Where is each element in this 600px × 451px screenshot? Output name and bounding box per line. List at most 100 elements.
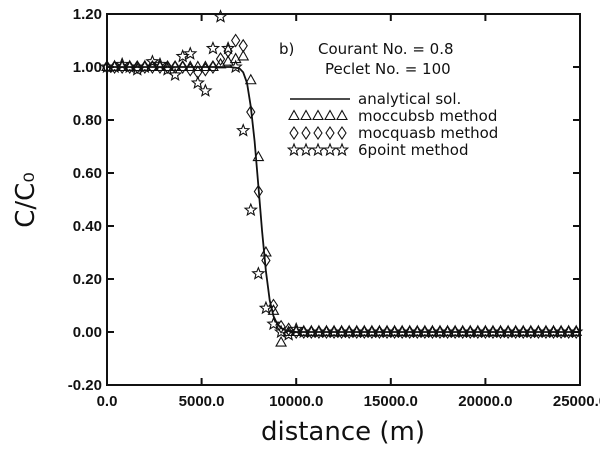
star-point: [160, 62, 175, 76]
star-point: [243, 202, 258, 217]
legend-diamond-swatch: [325, 126, 335, 140]
series-triangle: [101, 49, 583, 347]
legend-label: 6point method: [358, 141, 469, 159]
diamond-point: [276, 319, 286, 334]
y-tick-label: -0.20: [68, 377, 102, 394]
analytical-line: [107, 66, 580, 333]
diamond-point: [200, 62, 211, 77]
star-point: [190, 75, 205, 89]
legend-diamond-swatch: [337, 126, 347, 140]
y-tick-label: 0.00: [73, 324, 102, 341]
legend-diamond-swatch: [289, 126, 299, 140]
x-axis-title: distance (m): [261, 417, 425, 447]
series-line: [107, 66, 580, 333]
triangle-point: [244, 73, 257, 85]
legend-diamond-swatch: [313, 126, 323, 140]
x-tick-label: 15000.0: [364, 393, 418, 410]
y-axis-title: C/C₀: [11, 172, 41, 228]
courant-number-text: Courant No. = 0.8: [318, 40, 454, 58]
star-point: [145, 54, 160, 68]
star-point: [266, 316, 281, 331]
peclet-number-text: Peclet No. = 100: [325, 60, 451, 78]
triangle-point: [176, 60, 189, 72]
legend-label: analytical sol.: [358, 90, 461, 108]
legend-diamond-swatch: [301, 126, 311, 140]
triangle-point: [267, 304, 280, 315]
x-tick-label: 20000.0: [458, 393, 512, 410]
y-tick-label: 1.20: [73, 6, 102, 23]
diamond-point: [208, 60, 218, 74]
star-point: [152, 56, 168, 71]
diamond-point: [170, 60, 180, 74]
y-tick-label: 0.20: [73, 271, 102, 288]
diamond-point: [268, 298, 279, 313]
diamond-point: [162, 60, 173, 74]
triangle-point: [161, 60, 174, 72]
series-star: [99, 9, 584, 341]
star-point: [273, 324, 289, 339]
triangle-point: [169, 60, 182, 72]
legend-label: mocquasb method: [358, 124, 498, 142]
star-point: [183, 46, 198, 60]
triangle-point: [199, 60, 212, 72]
legend-triangle-swatch: [324, 109, 336, 121]
legend-star-swatch: [334, 142, 350, 157]
triangle-point: [237, 49, 250, 61]
series-diamond: [102, 33, 581, 339]
legend-star-swatch: [310, 142, 326, 157]
legend-triangle-swatch: [312, 109, 324, 121]
triangle-point: [222, 55, 235, 66]
y-tick-label: 1.00: [73, 59, 102, 76]
star-point: [205, 40, 221, 55]
x-tick-label: 25000.0: [553, 393, 600, 410]
star-point: [198, 83, 213, 97]
diamond-point: [230, 33, 241, 48]
triangle-point: [214, 57, 227, 69]
axis-ticks: -0.20 0.00 0.20 0.40 0.60 0.80 1.00 1.20 0.0 5000…: [68, 6, 600, 410]
diamond-point: [215, 52, 226, 67]
y-tick-label: 0.40: [73, 218, 102, 235]
triangle-point: [138, 60, 151, 72]
legend-star-swatch: [322, 142, 338, 157]
star-point: [220, 40, 236, 55]
star-point: [251, 266, 266, 280]
star-point: [122, 59, 137, 74]
star-point: [228, 59, 243, 74]
series-layer: [99, 9, 584, 347]
legend-triangle-swatch: [300, 109, 312, 121]
y-tick-label: 0.80: [73, 112, 102, 129]
legend-label: moccubsb method: [358, 107, 497, 125]
star-point: [114, 56, 130, 71]
diamond-point: [178, 60, 188, 74]
diamond-point: [185, 62, 195, 77]
plot-frame: [106, 13, 581, 386]
legend-triangle-swatch: [288, 109, 300, 121]
star-point: [289, 321, 304, 336]
triangle-point: [123, 60, 136, 72]
panel-label: b): [279, 40, 294, 58]
legend-star-swatch: [286, 142, 302, 157]
triangle-point: [191, 60, 204, 72]
diamond-point: [253, 184, 264, 199]
triangle-point: [184, 60, 197, 72]
legend-triangle-swatch: [336, 109, 348, 121]
star-point: [258, 300, 274, 315]
legend-star-swatch: [298, 142, 314, 157]
triangle-point: [252, 150, 265, 162]
star-point: [213, 9, 228, 23]
triangle-point: [207, 60, 219, 72]
diamond-point: [246, 105, 256, 120]
x-tick-label: 0.0: [97, 393, 118, 410]
star-point: [569, 324, 584, 339]
star-point: [167, 67, 183, 82]
y-tick-label: 0.60: [73, 165, 102, 182]
triangle-point: [275, 335, 287, 347]
x-tick-label: 5000.0: [179, 393, 225, 410]
triangle-point: [259, 245, 272, 257]
diamond-point: [261, 253, 271, 268]
star-point: [236, 123, 251, 137]
triangle-point: [229, 52, 242, 64]
diamond-point: [238, 38, 248, 53]
